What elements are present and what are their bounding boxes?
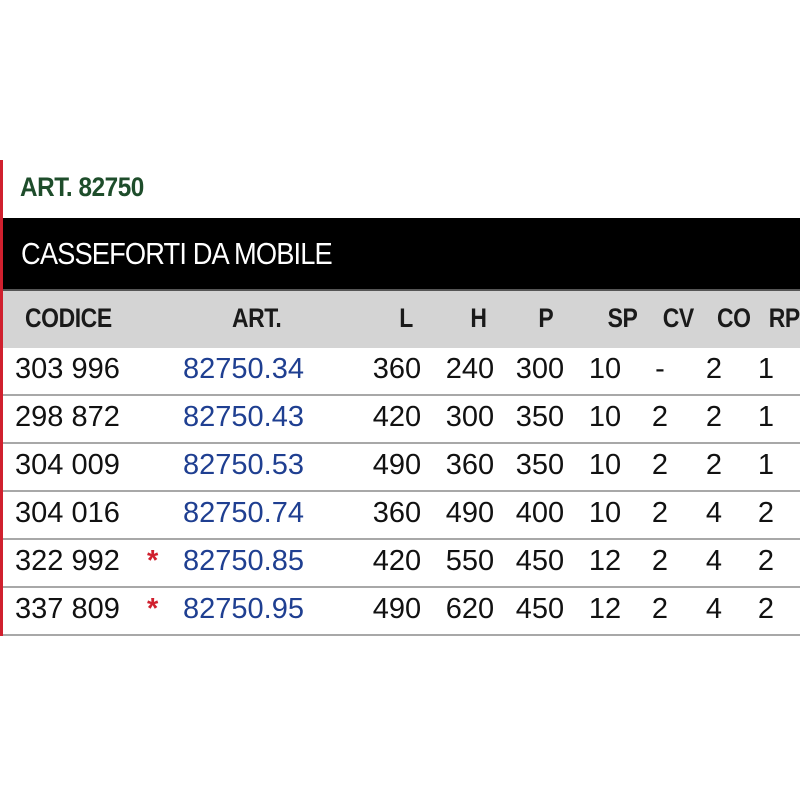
- table-header: CODICE ART. L H P SP CV CO RP: [3, 291, 800, 348]
- col-codice: CODICE: [25, 303, 112, 333]
- table-row: 304 016 82750.74 360 490 400 10 2 4 2: [3, 492, 800, 540]
- table-row: 298 872 82750.43 420 300 350 10 2 2 1: [3, 396, 800, 444]
- cell-p: 450: [515, 593, 565, 625]
- cell-sp: 12: [588, 593, 622, 625]
- cell-co: 4: [705, 497, 723, 529]
- col-cv: CV: [662, 303, 694, 333]
- article-title: ART. 82750: [20, 172, 144, 202]
- cell-h: 240: [445, 353, 495, 385]
- cell-asterisk: *: [147, 593, 159, 625]
- cell-co: 4: [705, 545, 723, 577]
- col-sp: SP: [607, 303, 638, 333]
- cell-p: 350: [515, 401, 565, 433]
- section-title: CASSEFORTI DA MOBILE: [21, 236, 333, 271]
- cell-rp: 2: [757, 593, 775, 625]
- cell-codice: 337 809: [15, 593, 120, 625]
- cell-co: 2: [705, 449, 723, 481]
- cell-cv: 2: [651, 593, 669, 625]
- cell-rp: 2: [757, 497, 775, 529]
- cell-l: 360: [372, 497, 422, 529]
- table-row: 303 996 82750.34 360 240 300 10 - 2 1: [3, 348, 800, 396]
- cell-l: 420: [372, 545, 422, 577]
- cell-h: 550: [445, 545, 495, 577]
- cell-sp: 10: [588, 353, 622, 385]
- cell-codice: 304 009: [15, 449, 120, 481]
- cell-p: 300: [515, 353, 565, 385]
- cell-codice: 303 996: [15, 353, 120, 385]
- cell-h: 360: [445, 449, 495, 481]
- cell-l: 490: [372, 593, 422, 625]
- cell-sp: 12: [588, 545, 622, 577]
- col-co: CO: [716, 303, 751, 333]
- cell-rp: 1: [757, 401, 775, 433]
- table-row: 304 009 82750.53 490 360 350 10 2 2 1: [3, 444, 800, 492]
- col-rp: RP: [768, 303, 800, 333]
- cell-co: 2: [705, 353, 723, 385]
- cell-rp: 2: [757, 545, 775, 577]
- cell-co: 2: [705, 401, 723, 433]
- section-band: CASSEFORTI DA MOBILE: [3, 218, 800, 291]
- table-row: 337 809 * 82750.95 490 620 450 12 2 4 2: [3, 588, 800, 636]
- cell-cv: 2: [651, 497, 669, 529]
- cell-cv: 2: [651, 401, 669, 433]
- col-art: ART.: [232, 303, 282, 333]
- cell-h: 300: [445, 401, 495, 433]
- cell-art: 82750.34: [183, 353, 304, 385]
- cell-p: 450: [515, 545, 565, 577]
- cell-l: 420: [372, 401, 422, 433]
- cell-sp: 10: [588, 497, 622, 529]
- col-p: P: [538, 303, 554, 333]
- cell-codice: 304 016: [15, 497, 120, 529]
- cell-art: 82750.53: [183, 449, 304, 481]
- cell-codice: 298 872: [15, 401, 120, 433]
- cell-l: 490: [372, 449, 422, 481]
- cell-l: 360: [372, 353, 422, 385]
- cell-h: 620: [445, 593, 495, 625]
- cell-rp: 1: [757, 353, 775, 385]
- left-accent-bar: [0, 160, 3, 636]
- cell-p: 350: [515, 449, 565, 481]
- cell-cv: 2: [651, 449, 669, 481]
- cell-art: 82750.43: [183, 401, 304, 433]
- cell-cv: 2: [651, 545, 669, 577]
- cell-p: 400: [515, 497, 565, 529]
- cell-art: 82750.95: [183, 593, 304, 625]
- cell-codice: 322 992: [15, 545, 120, 577]
- cell-h: 490: [445, 497, 495, 529]
- cell-art: 82750.74: [183, 497, 304, 529]
- col-l: L: [399, 303, 413, 333]
- cell-asterisk: *: [147, 545, 159, 577]
- cell-co: 4: [705, 593, 723, 625]
- cell-sp: 10: [588, 449, 622, 481]
- cell-sp: 10: [588, 401, 622, 433]
- cell-rp: 1: [757, 449, 775, 481]
- table-row: 322 992 * 82750.85 420 550 450 12 2 4 2: [3, 540, 800, 588]
- col-h: H: [470, 303, 487, 333]
- cell-art: 82750.85: [183, 545, 304, 577]
- cell-cv: -: [655, 353, 665, 385]
